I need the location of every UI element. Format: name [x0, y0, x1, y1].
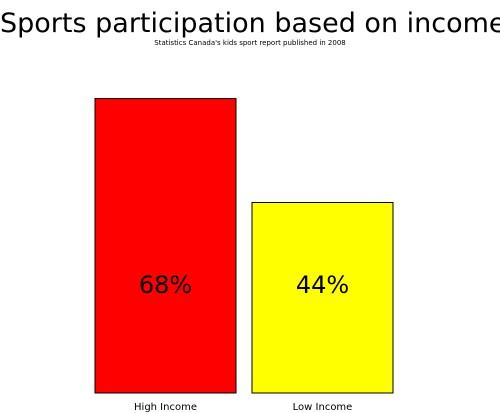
- value-label-low-income: 44%: [296, 271, 349, 299]
- bar-low-income: [251, 201, 394, 394]
- value-label-high-income: 68%: [139, 271, 192, 299]
- bar-high-income: [94, 98, 237, 394]
- chart-title: Sports participation based on income in …: [0, 8, 500, 39]
- chart-subtitle: Statistics Canada's kids sport report pu…: [154, 39, 346, 47]
- category-label-low-income: Low Income: [293, 402, 353, 413]
- category-label-high-income: High Income: [134, 402, 197, 413]
